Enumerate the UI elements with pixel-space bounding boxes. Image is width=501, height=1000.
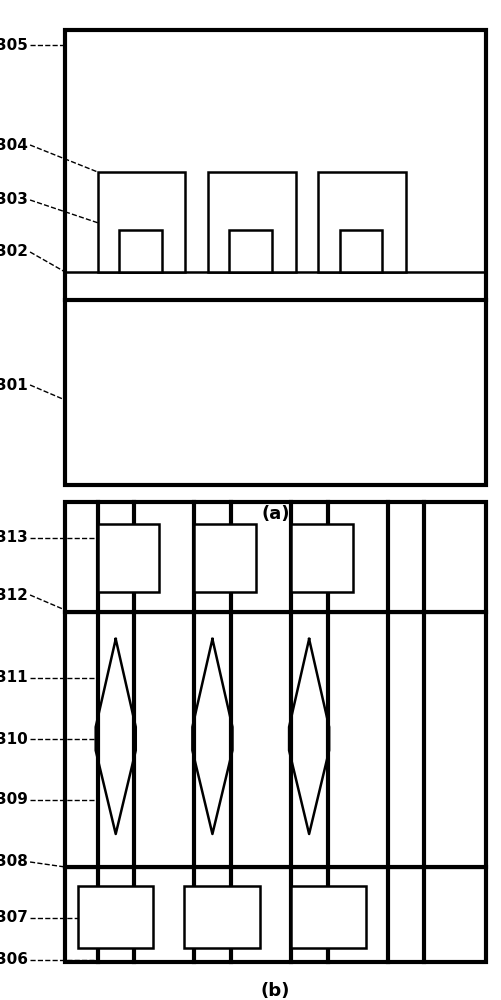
Text: 313: 313 — [0, 530, 28, 546]
Text: 312: 312 — [0, 587, 28, 602]
Bar — [184, 886, 260, 948]
Bar — [78, 886, 153, 948]
Bar — [65, 502, 486, 612]
Bar — [194, 524, 256, 592]
Bar — [318, 172, 406, 272]
Text: 304: 304 — [0, 137, 28, 152]
Text: 310: 310 — [0, 732, 28, 746]
Text: 309: 309 — [0, 792, 28, 808]
Bar — [291, 886, 366, 948]
Text: 302: 302 — [0, 244, 28, 259]
Text: 307: 307 — [0, 910, 28, 926]
Text: 306: 306 — [0, 952, 28, 968]
Text: 303: 303 — [0, 192, 28, 208]
Bar — [340, 230, 382, 272]
Bar — [65, 612, 486, 867]
Text: 301: 301 — [0, 377, 28, 392]
Bar — [119, 230, 162, 272]
Bar — [208, 172, 296, 272]
Text: 305: 305 — [0, 37, 28, 52]
Text: 311: 311 — [0, 670, 28, 686]
Text: 308: 308 — [0, 854, 28, 869]
Bar — [65, 30, 486, 485]
Bar — [98, 172, 185, 272]
Bar — [65, 867, 486, 962]
Bar — [229, 230, 272, 272]
Bar — [291, 524, 353, 592]
Text: (b): (b) — [261, 982, 290, 1000]
Text: (a): (a) — [262, 505, 290, 523]
Bar — [98, 524, 159, 592]
